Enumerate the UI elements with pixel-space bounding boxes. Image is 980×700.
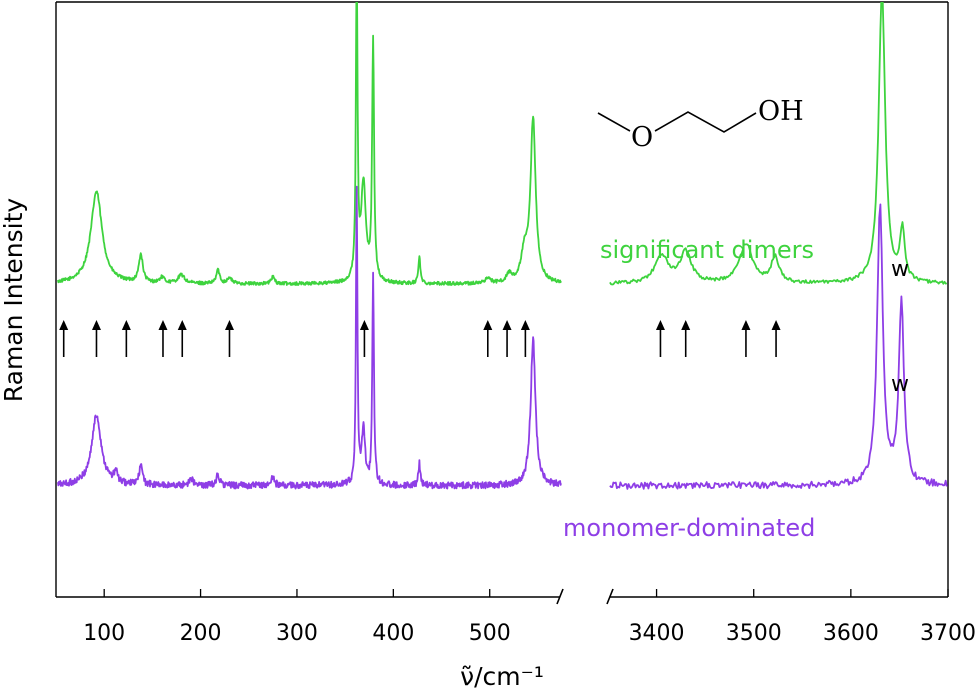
x-tick-label: 200 [180, 621, 222, 646]
monomer-spectrum-line-high [609, 203, 948, 490]
series-layer [57, 2, 948, 490]
x-axis-title: ν̃/cm⁻¹ [460, 662, 544, 691]
structure-atom-oxygen: O [631, 122, 653, 153]
dimer-band-arrow [655, 320, 665, 357]
structure-hydroxyl-group: OH [758, 96, 804, 127]
dimers-spectrum-line-low [57, 2, 562, 286]
series-label-monomer: monomer-dominated [563, 514, 815, 542]
water-annotation-dimers: w [891, 257, 909, 282]
dimer-band-arrow [91, 320, 101, 357]
dimer-band-arrow [771, 320, 781, 357]
dimer-band-arrow [502, 320, 512, 357]
monomer-spectrum-line-low [57, 185, 562, 490]
x-axis-tick-labels: 100 200 300 400 500 3400 3500 3600 3700 [83, 621, 976, 646]
dimer-band-arrows [59, 320, 781, 357]
dimer-band-arrow [158, 320, 168, 357]
dimer-band-arrow [483, 320, 493, 357]
dimer-band-arrow [121, 320, 131, 357]
x-axis-ticks [103, 589, 949, 597]
molecule-structure-diagram: O OH [597, 96, 804, 153]
dimers-spectrum-line-high [609, 2, 948, 286]
dimer-band-arrow [520, 320, 530, 357]
plot-frame [55, 1, 949, 605]
dimer-band-arrow [224, 320, 234, 357]
x-tick-label: 3500 [726, 621, 782, 646]
dimer-band-arrow [741, 320, 751, 357]
dimer-band-arrow [681, 320, 691, 357]
water-annotation-monomer: w [891, 372, 909, 397]
x-tick-label: 100 [83, 621, 125, 646]
axis-break-mark-left [556, 588, 564, 605]
dimer-band-arrow [59, 320, 69, 357]
axis-break-mark-right [606, 588, 614, 605]
dimer-band-arrow [177, 320, 187, 357]
x-tick-label: 300 [276, 621, 318, 646]
x-tick-label: 3400 [629, 621, 685, 646]
y-axis-title: Raman Intensity [0, 198, 28, 403]
x-tick-label: 500 [469, 621, 511, 646]
x-tick-label: 3700 [920, 621, 976, 646]
x-tick-label: 3600 [823, 621, 879, 646]
dimer-band-arrow [359, 320, 369, 357]
x-tick-label: 400 [372, 621, 414, 646]
series-label-dimers: significant dimers [600, 236, 814, 264]
